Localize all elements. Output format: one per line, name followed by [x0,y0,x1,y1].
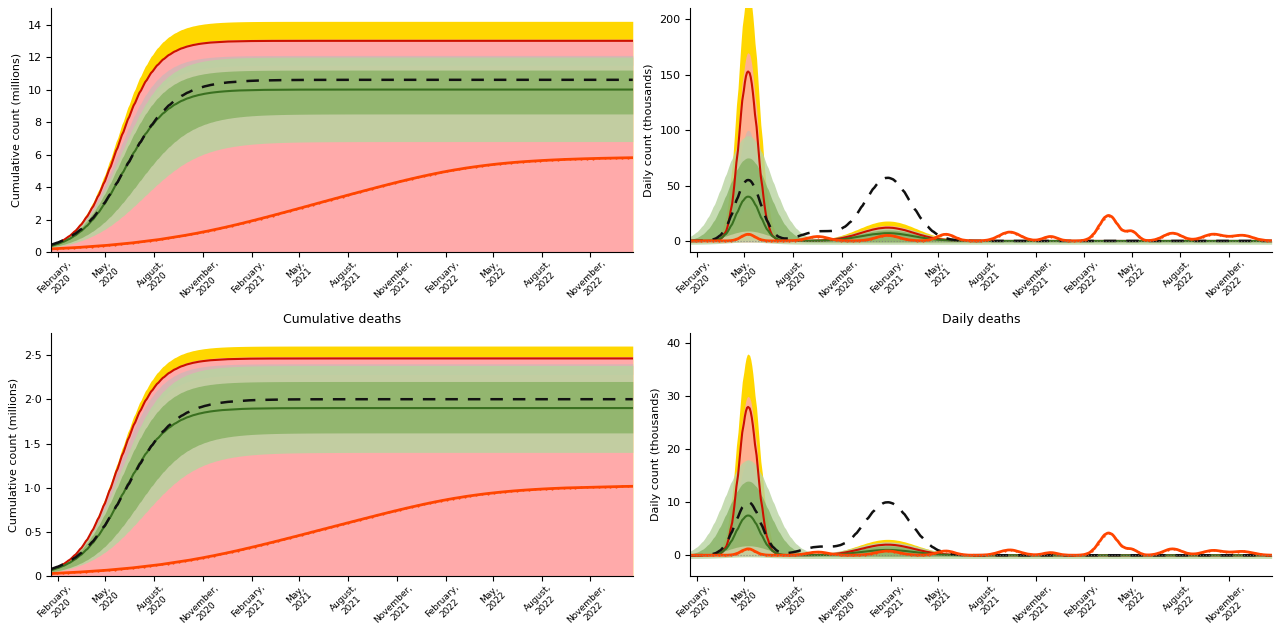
Y-axis label: Daily count (thousands): Daily count (thousands) [644,63,654,197]
Y-axis label: Cumulative count (millions): Cumulative count (millions) [9,378,18,532]
Y-axis label: Daily count (thousands): Daily count (thousands) [650,388,660,522]
X-axis label: Cumulative deaths: Cumulative deaths [283,313,401,326]
Y-axis label: Cumulative count (millions): Cumulative count (millions) [12,53,22,207]
X-axis label: Daily deaths: Daily deaths [942,313,1020,326]
